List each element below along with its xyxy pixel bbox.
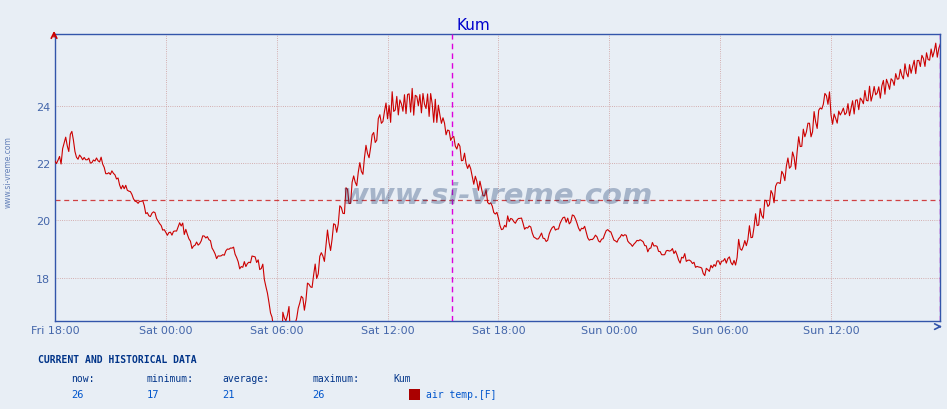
Text: Kum: Kum: [393, 373, 411, 383]
Text: minimum:: minimum:: [147, 373, 194, 383]
Text: average:: average:: [223, 373, 270, 383]
Text: maximum:: maximum:: [313, 373, 360, 383]
Text: 17: 17: [147, 389, 159, 399]
Text: CURRENT AND HISTORICAL DATA: CURRENT AND HISTORICAL DATA: [38, 354, 197, 364]
Text: www.si-vreme.com: www.si-vreme.com: [342, 181, 653, 209]
Text: now:: now:: [71, 373, 95, 383]
Text: air temp.[F]: air temp.[F]: [426, 389, 496, 399]
Text: www.si-vreme.com: www.si-vreme.com: [4, 136, 13, 208]
Text: 26: 26: [313, 389, 325, 399]
Text: 26: 26: [71, 389, 83, 399]
Text: Kum: Kum: [456, 18, 491, 34]
Text: 21: 21: [223, 389, 235, 399]
